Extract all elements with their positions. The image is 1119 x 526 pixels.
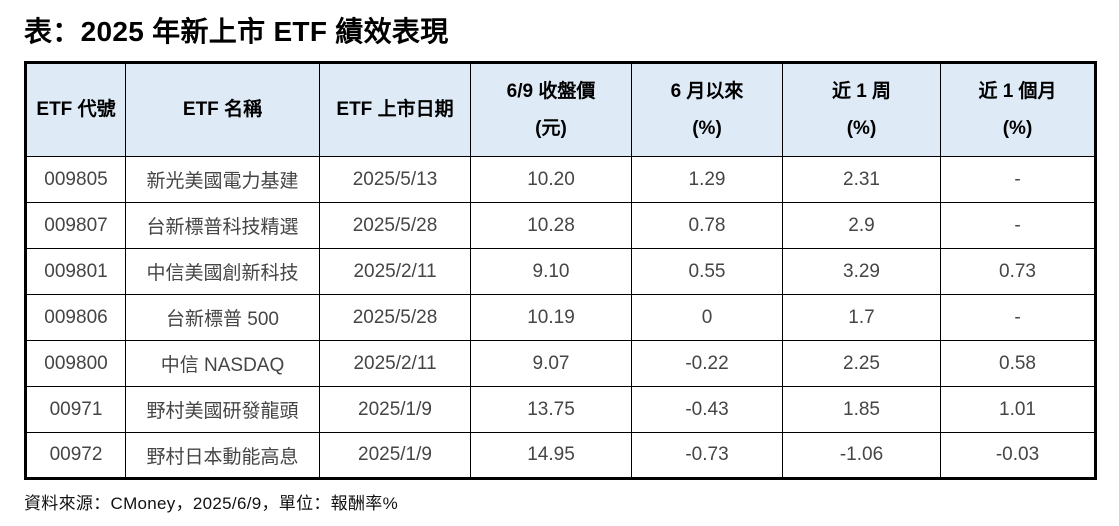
- cell-since-june: -0.73: [631, 432, 783, 479]
- cell-close-price: 9.10: [470, 248, 632, 295]
- cell-etf-code: 009801: [25, 248, 126, 295]
- cell-since-june: -0.22: [631, 340, 783, 387]
- cell-etf-code: 009805: [25, 156, 126, 203]
- page: 表：2025 年新上市 ETF 績效表現 ETF 代號 ETF 名稱: [24, 16, 1097, 513]
- cell-etf-name: 台新標普 500: [125, 294, 320, 341]
- source-note: 資料來源：CMoney，2025/6/9，單位：報酬率%: [24, 494, 398, 513]
- header-line1: 近 1 周: [831, 80, 892, 102]
- cell-past-week: 1.85: [782, 386, 941, 433]
- cell-etf-name: 新光美國電力基建: [125, 156, 320, 203]
- table-row: 00971 野村美國研發龍頭 2025/1/9 13.75 -0.43 1.85…: [25, 386, 1096, 433]
- cell-close-price: 10.19: [470, 294, 632, 341]
- cell-etf-name: 台新標普科技精選: [125, 202, 320, 249]
- column-header-since-june: 6 月以來 (%): [631, 62, 783, 157]
- table-row: 009805 新光美國電力基建 2025/5/13 10.20 1.29 2.3…: [25, 156, 1096, 203]
- cell-list-date: 2025/5/28: [319, 202, 471, 249]
- cell-past-month: -: [940, 202, 1096, 249]
- header-line1: 6/9 收盤價: [506, 80, 596, 102]
- header-line1: ETF 代號: [36, 99, 116, 121]
- cell-past-month: 1.01: [940, 386, 1096, 433]
- cell-etf-name: 中信美國創新科技: [125, 248, 320, 295]
- cell-etf-name: 野村美國研發龍頭: [125, 386, 320, 433]
- cell-list-date: 2025/1/9: [319, 386, 471, 433]
- cell-past-month: 0.73: [940, 248, 1096, 295]
- header-line1: ETF 上市日期: [336, 99, 454, 121]
- cell-etf-code: 009807: [25, 202, 126, 249]
- cell-since-june: 0.55: [631, 248, 783, 295]
- cell-since-june: 0: [631, 294, 783, 341]
- cell-past-week: -1.06: [782, 432, 941, 479]
- cell-past-week: 1.7: [782, 294, 941, 341]
- column-header-close-price: 6/9 收盤價 (元): [470, 62, 632, 157]
- etf-performance-table: ETF 代號 ETF 名稱 ETF 上市日期 6/9 收盤價 (元) 6 月以來: [24, 61, 1097, 480]
- cell-since-june: -0.43: [631, 386, 783, 433]
- table-title: 表：2025 年新上市 ETF 績效表現: [24, 16, 449, 47]
- table-row: 009806 台新標普 500 2025/5/28 10.19 0 1.7 -: [25, 294, 1096, 341]
- table-row: 009807 台新標普科技精選 2025/5/28 10.28 0.78 2.9…: [25, 202, 1096, 249]
- cell-list-date: 2025/5/28: [319, 294, 471, 341]
- cell-since-june: 1.29: [631, 156, 783, 203]
- cell-past-month: -: [940, 156, 1096, 203]
- cell-etf-code: 009800: [25, 340, 126, 387]
- cell-past-week: 3.29: [782, 248, 941, 295]
- header-line2: (%): [692, 118, 722, 139]
- table-row: 009800 中信 NASDAQ 2025/2/11 9.07 -0.22 2.…: [25, 340, 1096, 387]
- header-line1: ETF 名稱: [182, 99, 263, 121]
- cell-close-price: 14.95: [470, 432, 632, 479]
- cell-etf-name: 中信 NASDAQ: [125, 340, 320, 387]
- cell-past-month: 0.58: [940, 340, 1096, 387]
- cell-past-week: 2.9: [782, 202, 941, 249]
- column-header-list-date: ETF 上市日期: [319, 62, 471, 157]
- cell-close-price: 13.75: [470, 386, 632, 433]
- cell-past-month: -0.03: [940, 432, 1096, 479]
- cell-etf-code: 00972: [25, 432, 126, 479]
- cell-close-price: 10.20: [470, 156, 632, 203]
- cell-past-month: -: [940, 294, 1096, 341]
- column-header-etf-name: ETF 名稱: [125, 62, 320, 157]
- cell-past-week: 2.25: [782, 340, 941, 387]
- cell-etf-code: 009806: [25, 294, 126, 341]
- cell-list-date: 2025/2/11: [319, 340, 471, 387]
- column-header-past-month: 近 1 個月 (%): [940, 62, 1096, 157]
- cell-since-june: 0.78: [631, 202, 783, 249]
- column-header-etf-code: ETF 代號: [25, 62, 126, 157]
- cell-list-date: 2025/5/13: [319, 156, 471, 203]
- cell-close-price: 9.07: [470, 340, 632, 387]
- table-row: 009801 中信美國創新科技 2025/2/11 9.10 0.55 3.29…: [25, 248, 1096, 295]
- cell-close-price: 10.28: [470, 202, 632, 249]
- cell-past-week: 2.31: [782, 156, 941, 203]
- header-line2: (%): [1002, 118, 1033, 139]
- header-line2: (%): [846, 118, 877, 139]
- table-row: 00972 野村日本動能高息 2025/1/9 14.95 -0.73 -1.0…: [25, 432, 1096, 479]
- table-header-row: ETF 代號 ETF 名稱 ETF 上市日期 6/9 收盤價 (元) 6 月以來: [25, 62, 1096, 157]
- cell-etf-code: 00971: [25, 386, 126, 433]
- cell-list-date: 2025/2/11: [319, 248, 471, 295]
- column-header-past-week: 近 1 周 (%): [782, 62, 941, 157]
- header-line1: 6 月以來: [670, 80, 744, 102]
- header-line1: 近 1 個月: [978, 80, 1057, 102]
- cell-list-date: 2025/1/9: [319, 432, 471, 479]
- header-line2: (元): [535, 118, 567, 139]
- cell-etf-name: 野村日本動能高息: [125, 432, 320, 479]
